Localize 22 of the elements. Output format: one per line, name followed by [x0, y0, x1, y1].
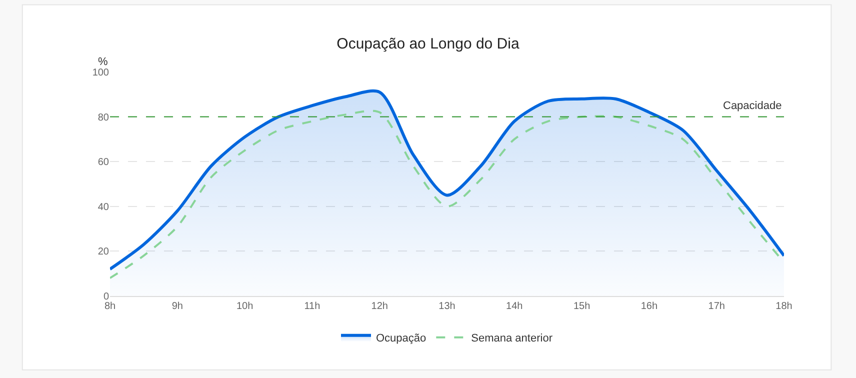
x-tick-label: 18h	[776, 301, 792, 312]
chart-title: Ocupação ao Longo do Dia	[336, 35, 520, 52]
legend-label: Semana anterior	[471, 332, 553, 345]
x-tick-label: 13h	[438, 301, 456, 312]
x-tick-label: 12h	[371, 301, 388, 312]
x-tick-label: 16h	[640, 301, 658, 312]
legend-label: Ocupação	[376, 332, 426, 345]
y-tick-label: 20	[98, 246, 110, 258]
x-tick-label: 10h	[236, 301, 254, 312]
y-tick-label: 40	[98, 202, 110, 213]
x-tick-label: 8h	[104, 301, 116, 312]
x-tick-label: 14h	[506, 301, 523, 312]
x-tick-label: 9h	[172, 301, 183, 312]
y-tick-label: 0	[103, 292, 110, 302]
x-tick-label: 15h	[573, 301, 590, 312]
ref-line-label: Capacidade	[723, 100, 782, 112]
x-tick-label: 17h	[708, 301, 725, 312]
y-axis-title: %	[98, 56, 108, 68]
x-tick-label: 11h	[304, 301, 320, 312]
y-tick-label: 80	[98, 112, 110, 124]
y-tick-label: 60	[98, 157, 110, 168]
y-tick-label: 100	[92, 68, 110, 78]
